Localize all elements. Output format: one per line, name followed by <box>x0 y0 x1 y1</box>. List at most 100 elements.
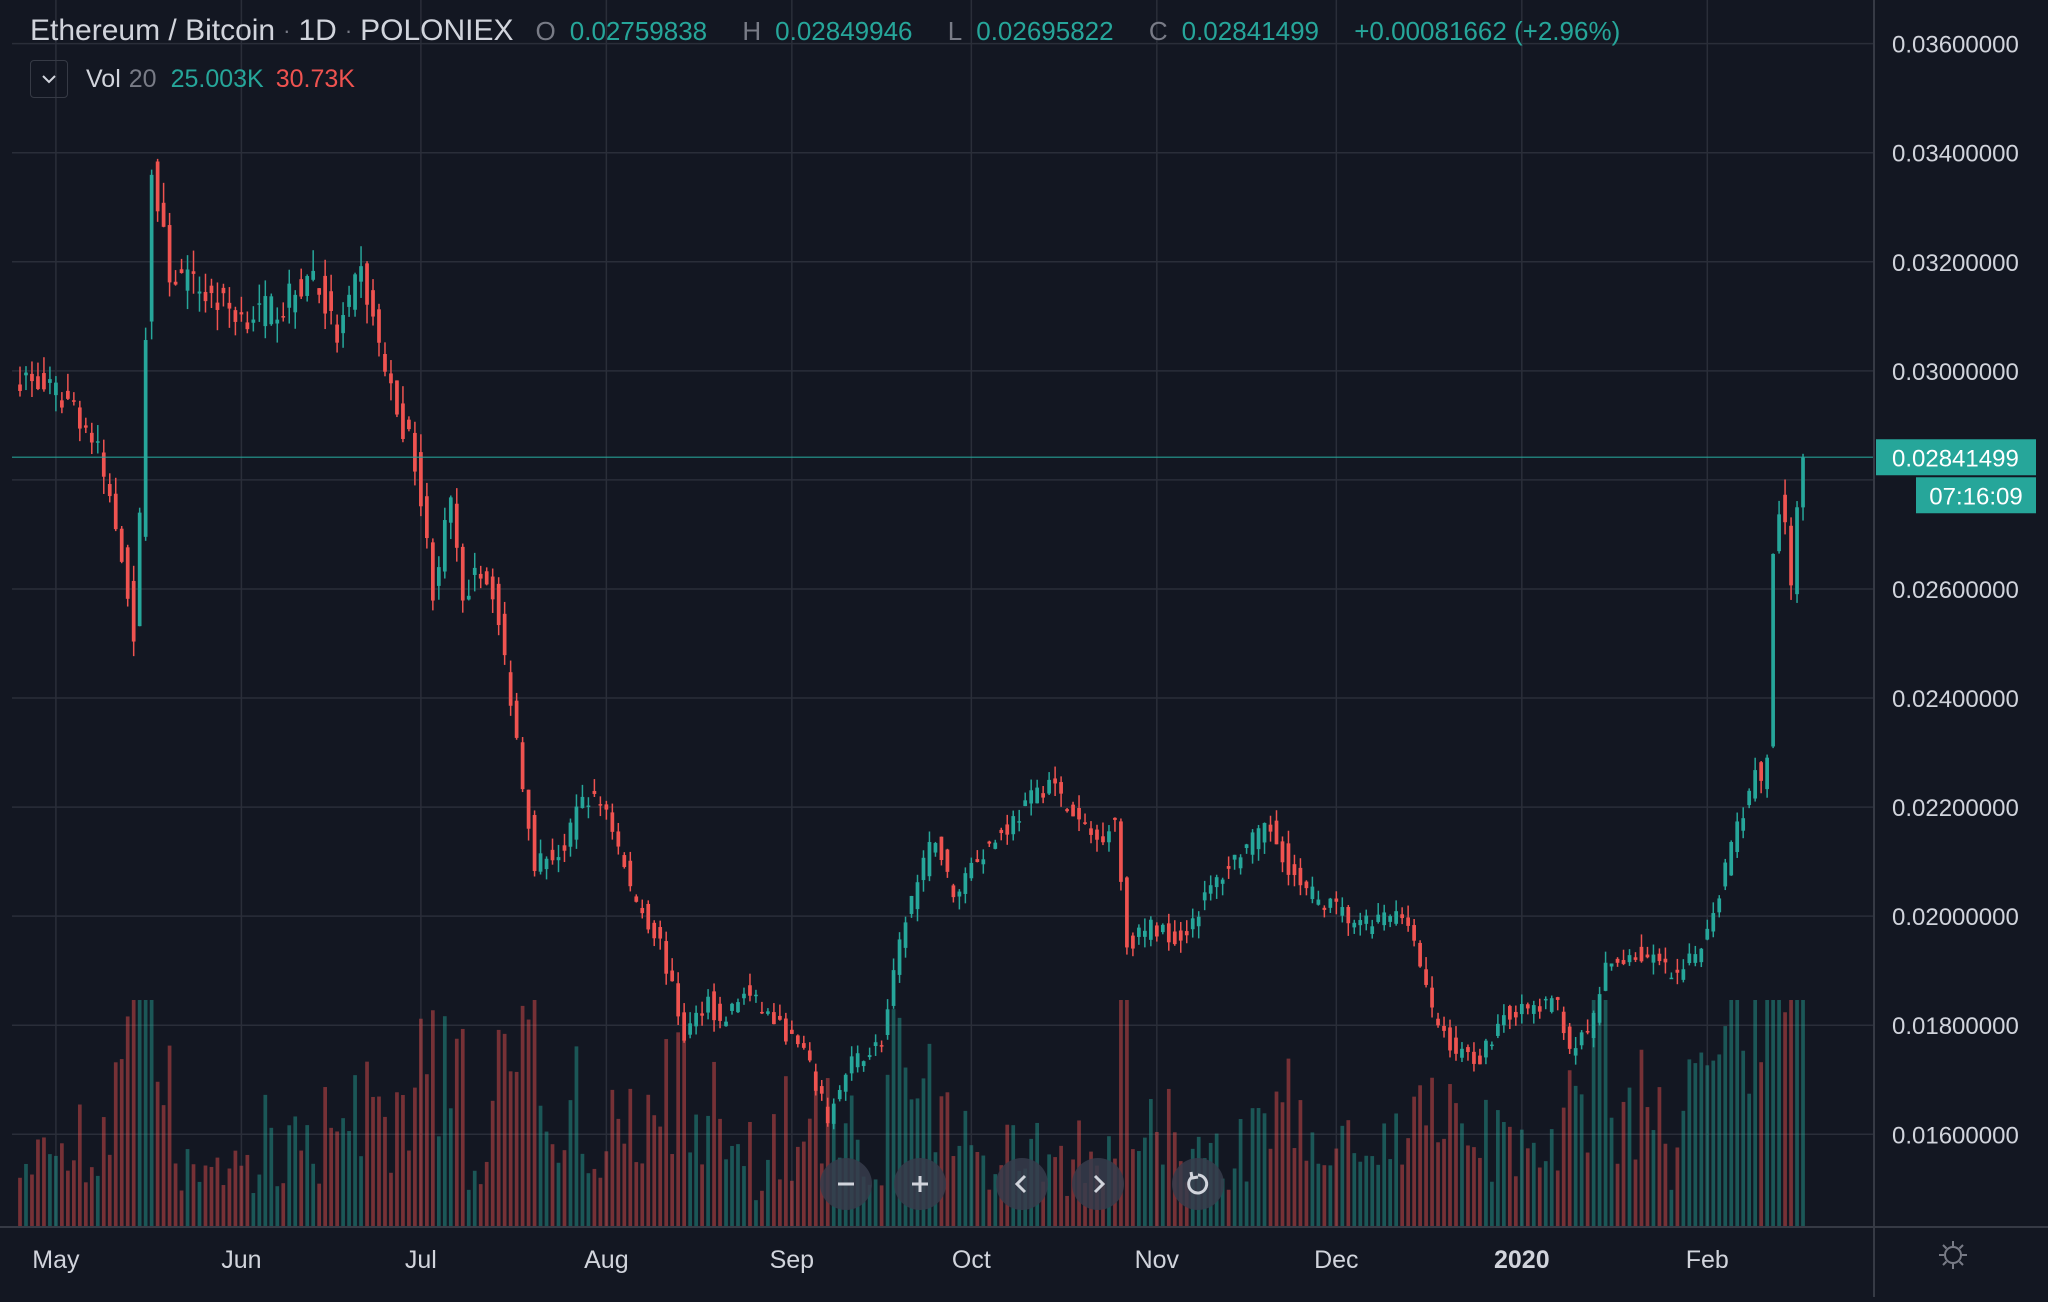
candle-body <box>221 287 226 294</box>
time-axis[interactable] <box>0 1227 1874 1297</box>
candle-body <box>1256 828 1261 850</box>
volume-bar <box>652 1115 657 1227</box>
volume-bar <box>801 1141 806 1227</box>
candle-body <box>365 263 369 305</box>
volume-bar <box>1143 1137 1147 1227</box>
volume-bar <box>484 1161 489 1227</box>
volume-bar <box>885 1074 890 1227</box>
candle-body <box>1125 877 1129 948</box>
volume-bar <box>807 1118 812 1227</box>
chevron-right-icon <box>1093 1174 1106 1194</box>
candle-body <box>430 542 435 601</box>
zoom-out-button[interactable] <box>820 1158 872 1210</box>
candle-body <box>275 319 280 324</box>
volume-bar <box>1567 1070 1572 1227</box>
candle-body <box>107 484 112 497</box>
candle-body <box>1148 919 1153 940</box>
candle-body <box>682 1012 687 1041</box>
candle-body <box>550 849 555 861</box>
candle-body <box>1543 998 1548 1001</box>
volume-legend: Vol 20 25.003K 30.73K <box>30 58 355 100</box>
exchange-label: POLONIEX <box>360 14 514 47</box>
candle-body <box>1747 790 1752 806</box>
volume-bar <box>1591 1000 1596 1227</box>
scroll-left-button[interactable] <box>996 1158 1048 1210</box>
candle-body <box>1160 924 1165 933</box>
candle-body <box>658 927 663 939</box>
volume-bar <box>335 1131 339 1227</box>
candle-body <box>335 324 339 343</box>
volume-bar <box>1160 1164 1165 1227</box>
candle-body <box>610 812 615 832</box>
candle-body <box>179 269 184 273</box>
high-label: H <box>742 15 762 46</box>
candle-body <box>1017 821 1022 823</box>
candle-body <box>927 842 932 877</box>
x-tick-label: Jun <box>221 1246 261 1274</box>
volume-bar <box>760 1190 764 1227</box>
volume-bar <box>359 1156 363 1227</box>
minus-icon <box>838 1182 854 1186</box>
candle-body <box>1537 1006 1542 1012</box>
candle-body <box>293 294 298 313</box>
candle-body <box>903 922 908 948</box>
volume-bar <box>1717 1054 1722 1227</box>
volume-bar <box>664 1039 669 1227</box>
candle-body <box>227 302 232 309</box>
volume-bar <box>1412 1096 1416 1227</box>
volume-bar <box>646 1094 651 1227</box>
collapse-legend-button[interactable] <box>30 60 68 98</box>
reset-icon <box>1187 1171 1209 1195</box>
interval-label[interactable]: 1D <box>298 14 337 47</box>
volume-bar <box>568 1100 573 1227</box>
candle-body <box>784 1018 788 1042</box>
chevron-left-icon <box>1014 1174 1027 1194</box>
x-tick-label: Jul <box>405 1246 437 1274</box>
volume-bar <box>263 1094 268 1227</box>
candle-body <box>1053 778 1057 784</box>
candle-body <box>831 1103 836 1124</box>
volume-bar <box>269 1127 274 1227</box>
volume-bar <box>1729 1000 1734 1227</box>
zoom-in-button[interactable] <box>894 1158 946 1210</box>
candle-body <box>1376 914 1381 922</box>
volume-bar <box>419 1018 423 1227</box>
scroll-right-button[interactable] <box>1072 1158 1124 1210</box>
symbol-name[interactable]: Ethereum / Bitcoin <box>30 14 276 47</box>
candle-body <box>448 497 453 523</box>
candle-body <box>772 1012 776 1025</box>
volume-bar <box>1633 1159 1638 1227</box>
volume-bar <box>281 1183 286 1227</box>
candle-body <box>299 279 304 297</box>
chart-settings-button[interactable] <box>1935 1237 1971 1273</box>
volume-bar <box>795 1146 800 1227</box>
candle-body <box>1567 1026 1572 1049</box>
candle-body <box>1525 1004 1530 1009</box>
candle-body <box>933 843 938 853</box>
volume-bar <box>1406 1138 1410 1227</box>
candle-body <box>1418 942 1422 967</box>
volume-indicator-name[interactable]: Vol <box>86 64 121 93</box>
candle-body <box>389 373 393 384</box>
candle-body <box>1801 457 1805 508</box>
candle-body <box>538 853 543 872</box>
candle-body <box>1274 820 1279 845</box>
candle-body <box>1137 927 1141 937</box>
candle-body <box>843 1074 848 1092</box>
volume-bar <box>772 1114 776 1227</box>
reset-chart-button[interactable] <box>1172 1158 1224 1210</box>
price-axis[interactable] <box>1874 0 2048 1227</box>
candle-body <box>233 310 238 322</box>
volume-bar <box>1119 1000 1123 1227</box>
volume-bar <box>36 1139 40 1227</box>
candle-body <box>736 1002 740 1013</box>
separator-dot: · <box>283 18 291 43</box>
volume-bar <box>951 1156 956 1227</box>
volume-bar <box>825 1078 830 1227</box>
volume-bar <box>945 1092 950 1227</box>
candle-body <box>1208 885 1213 894</box>
volume-bar <box>1687 1059 1692 1227</box>
